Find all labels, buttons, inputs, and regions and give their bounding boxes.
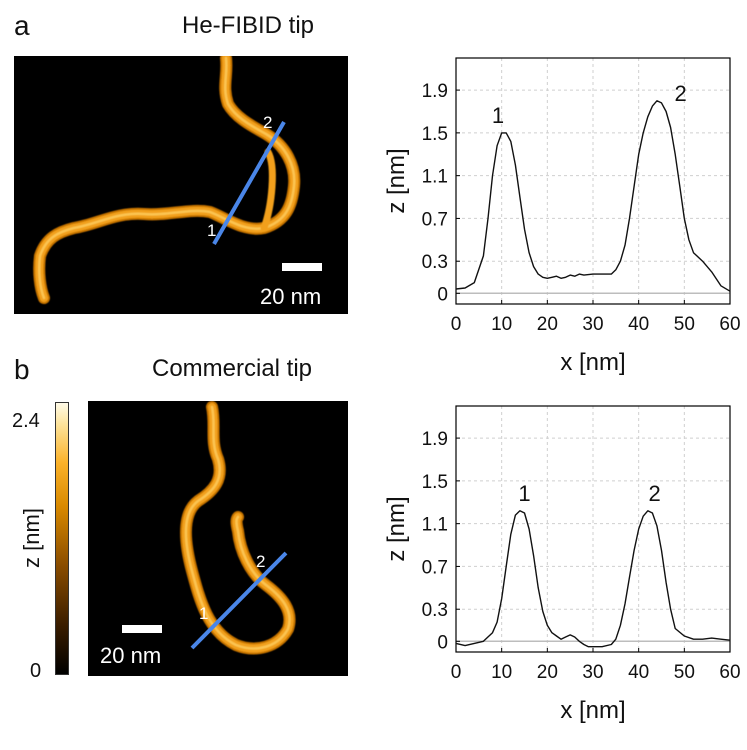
marker-1-b: 1 xyxy=(199,604,208,623)
chart-b-x-tick-label: 30 xyxy=(582,662,603,683)
chart-a-y-tick-label: 1.9 xyxy=(422,81,448,102)
chart-a-x-axis-title: x [nm] xyxy=(560,349,625,376)
profile-chart-a: 0 10 20 30 40 50 60 0 0.3 0.7 1.1 1.5 1.9 x [nm] z [nm… xyxy=(383,57,741,376)
colorbar-max-label: 2.4 xyxy=(12,410,40,432)
scale-bar-b-label: 20 nm xyxy=(100,643,161,668)
chart-a-x-tick-label: 50 xyxy=(674,314,695,335)
chart-a-y-tick-label: 1.5 xyxy=(422,124,448,145)
marker-1-a: 1 xyxy=(207,221,216,240)
colorbar-min-label: 0 xyxy=(30,660,42,682)
chart-a-x-tick-label: 40 xyxy=(628,314,649,335)
chart-a-y-tick-label: 0.3 xyxy=(422,252,448,273)
chart-b-x-tick-label: 50 xyxy=(674,662,695,683)
scale-bar-a xyxy=(282,263,322,271)
dna-strand-a-highlight xyxy=(37,56,296,300)
chart-a-x-tick-label: 10 xyxy=(491,314,512,335)
marker-2-a: 2 xyxy=(263,113,272,132)
afm-image-b: 1 2 20 nm xyxy=(88,401,348,676)
chart-b-x-axis-title: x [nm] xyxy=(560,697,625,724)
chart-b-y-axis-title: z [nm] xyxy=(383,496,410,561)
chart-a-y-tick-label: 1.1 xyxy=(422,167,448,188)
panel-b-letter: b xyxy=(14,354,30,385)
chart-b-y-tick-label: 1.1 xyxy=(422,515,448,536)
profile-chart-b: 0 10 20 30 40 50 60 0 0.3 0.7 1.1 1.5 1.9 x [nm] z [nm… xyxy=(383,405,741,724)
chart-a-series-line xyxy=(455,100,731,292)
chart-a-x-tick-label: 0 xyxy=(451,314,462,335)
chart-b-y-tick-label: 0.7 xyxy=(422,557,448,578)
chart-b-x-tick-label: 20 xyxy=(537,662,558,683)
colorbar xyxy=(55,402,69,675)
line-cut-b xyxy=(190,551,288,650)
chart-b-x-tick-label: 40 xyxy=(628,662,649,683)
chart-a-peak-label-1: 1 xyxy=(492,103,504,128)
marker-2-b: 2 xyxy=(256,552,265,571)
colorbar-title: z [nm] xyxy=(19,508,44,568)
chart-a-y-tick-label: 0.7 xyxy=(422,209,448,230)
scale-bar-a-label: 20 nm xyxy=(260,284,321,309)
chart-b-x-tick-label: 10 xyxy=(491,662,512,683)
chart-b-series-line xyxy=(455,510,731,648)
chart-a-peak-label-2: 2 xyxy=(675,81,687,106)
afm-image-a: 1 2 20 nm xyxy=(14,56,348,314)
chart-a-y-tick-label: 0 xyxy=(437,284,448,305)
chart-a-x-tick-label: 20 xyxy=(537,314,558,335)
chart-b-y-tick-label: 0.3 xyxy=(422,600,448,621)
panel-b-title: Commercial tip xyxy=(152,355,313,382)
chart-b-peak-label-1: 1 xyxy=(518,481,530,506)
scale-bar-b xyxy=(122,625,162,633)
panel-a-title: He-FIBID tip xyxy=(182,12,315,39)
chart-b-peak-label-2: 2 xyxy=(649,481,661,506)
chart-a-x-tick-label: 60 xyxy=(719,314,740,335)
dna-strand-a-loop xyxy=(260,148,276,232)
chart-b-x-tick-label: 0 xyxy=(451,662,462,683)
chart-a-y-axis-title: z [nm] xyxy=(383,148,410,213)
chart-b-y-tick-label: 1.5 xyxy=(422,472,448,493)
chart-b-y-tick-label: 0 xyxy=(437,632,448,653)
dna-strand-a-shadow xyxy=(33,56,301,304)
panel-a-letter: a xyxy=(14,10,30,41)
line-cut-a xyxy=(212,121,286,245)
dna-strand-b-highlight xyxy=(184,405,291,650)
dna-strand-a xyxy=(35,56,299,302)
chart-b-x-tick-label: 60 xyxy=(719,662,740,683)
chart-b-y-tick-label: 1.9 xyxy=(422,429,448,450)
chart-a-x-tick-label: 30 xyxy=(582,314,603,335)
